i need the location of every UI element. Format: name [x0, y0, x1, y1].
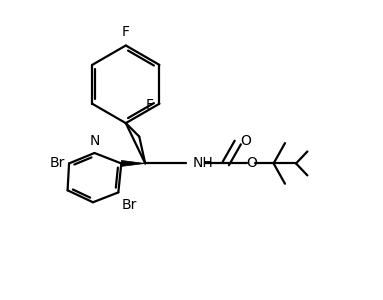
Text: Br: Br [121, 198, 137, 212]
Text: NH: NH [193, 156, 214, 170]
Text: F: F [122, 25, 130, 39]
Text: F: F [146, 98, 154, 112]
Text: N: N [89, 134, 100, 148]
Text: O: O [246, 156, 257, 170]
Text: Br: Br [50, 156, 65, 170]
Text: O: O [240, 134, 251, 148]
Polygon shape [121, 160, 145, 166]
